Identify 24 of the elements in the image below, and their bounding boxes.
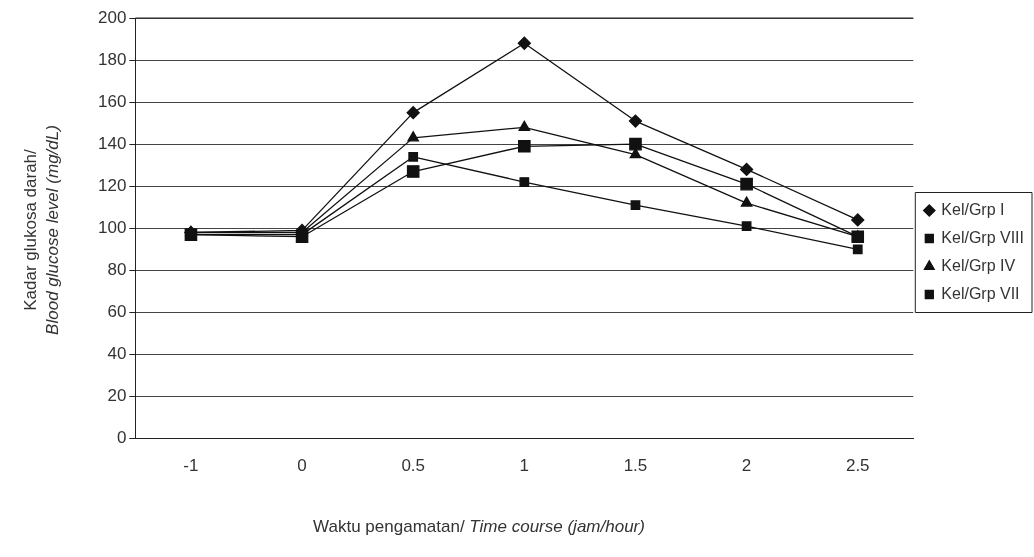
y-tick-label: 160 xyxy=(97,91,127,111)
y-tick-label: 20 xyxy=(107,386,127,406)
x-tick-label: 0.5 xyxy=(401,456,426,476)
legend-label: Kel/Grp VIII xyxy=(941,228,1025,246)
x-tick-label: 1 xyxy=(519,456,530,476)
x-tick-label: 2.5 xyxy=(845,456,870,476)
x-tick-label: 2 xyxy=(741,456,752,476)
y-tick-label: 0 xyxy=(116,428,127,448)
y-tick-label: 40 xyxy=(107,344,127,364)
y-axis-title: Kadar glukosa darah/ Blood glucose level (mg/dL) xyxy=(20,125,63,335)
y-tick-label: 180 xyxy=(97,49,127,69)
y-tick-label: 60 xyxy=(107,302,127,322)
x-tick-label: -1 xyxy=(183,456,199,476)
y-tick-label: 80 xyxy=(107,260,127,280)
y-tick-label: 140 xyxy=(97,133,127,153)
y-tick-label: 200 xyxy=(97,7,127,27)
x-tick-label: 0 xyxy=(297,456,307,476)
y-tick-label: 100 xyxy=(97,217,127,237)
legend-label: Kel/Grp IV xyxy=(941,256,1016,274)
legend-label: Kel/Grp I xyxy=(941,200,1005,218)
legend-label: Kel/Grp VII xyxy=(941,284,1020,302)
x-tick-label: 1.5 xyxy=(623,456,648,476)
y-tick-label: 120 xyxy=(97,175,127,195)
x-axis-title: Waktu pengamatan/ Time course (jam/hour) xyxy=(313,517,645,536)
